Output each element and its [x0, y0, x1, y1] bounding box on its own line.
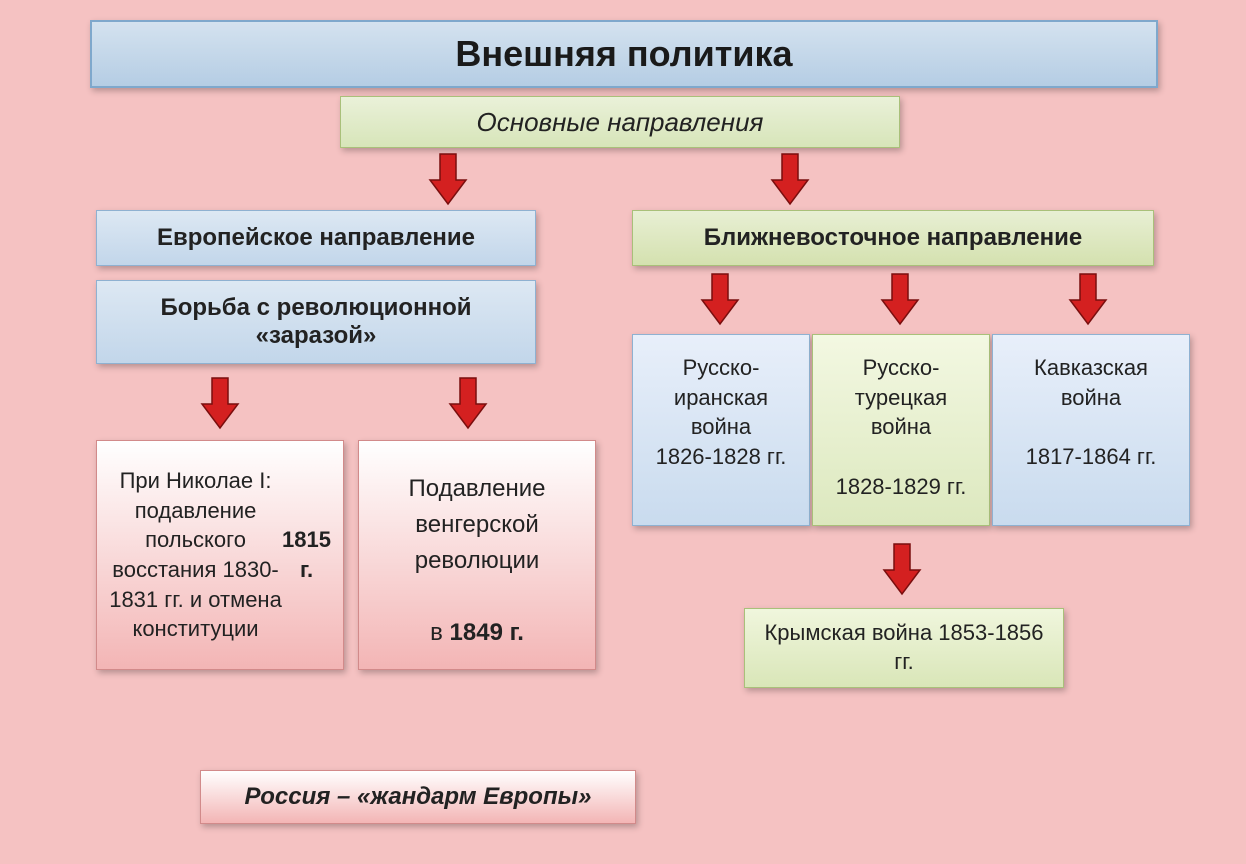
gendarme-text: Россия – «жандарм Европы»	[201, 771, 635, 823]
hungarian-line1: Подавление венгерской революции	[409, 475, 546, 574]
polish-uprising-text: При Николае I: подавление польского восс…	[97, 441, 343, 669]
caucasian-war-text: Кавказская война 1817-1864 гг.	[993, 335, 1189, 525]
russo-turkish-war-text: Русско-турецкая война 1828-1829 гг.	[813, 335, 989, 525]
european-direction-text: Европейское направление	[97, 211, 535, 265]
war-name: Русско-иранская война	[674, 355, 768, 439]
near-east-direction-text: Ближневосточное направление	[633, 211, 1153, 265]
subtitle-text: Основные направления	[341, 97, 899, 147]
gendarme-box: Россия – «жандарм Европы»	[200, 770, 636, 824]
arrow-down-icon	[770, 152, 810, 206]
hungarian-revolution-box: Подавление венгерской революции в 1849 г…	[358, 440, 596, 670]
arrow-down-icon	[200, 376, 240, 430]
war-name: Кавказская война	[1034, 355, 1148, 410]
arrow-down-icon	[448, 376, 488, 430]
crimean-war-text: Крымская война 1853-1856 гг.	[745, 609, 1063, 687]
revolution-struggle-box: Борьба с революционной «заразой»	[96, 280, 536, 364]
hungarian-revolution-text: Подавление венгерской революции в 1849 г…	[359, 441, 595, 669]
war-years: 1817-1864 гг.	[1026, 444, 1157, 469]
russo-iranian-war-text: Русско-иранская война 1826-1828 гг.	[633, 335, 809, 525]
arrow-down-icon	[1068, 272, 1108, 326]
title-box: Внешняя политика	[90, 20, 1158, 88]
arrow-down-icon	[700, 272, 740, 326]
russo-turkish-war-box: Русско-турецкая война 1828-1829 гг.	[812, 334, 990, 526]
near-east-direction-box: Ближневосточное направление	[632, 210, 1154, 266]
war-years: 1826-1828 гг.	[656, 444, 787, 469]
arrow-down-icon	[428, 152, 468, 206]
war-years: 1828-1829 гг.	[836, 474, 967, 499]
revolution-struggle-text: Борьба с революционной «заразой»	[97, 281, 535, 363]
crimean-war-box: Крымская война 1853-1856 гг.	[744, 608, 1064, 688]
arrow-down-icon	[880, 272, 920, 326]
russo-iranian-war-box: Русско-иранская война 1826-1828 гг.	[632, 334, 810, 526]
caucasian-war-box: Кавказская война 1817-1864 гг.	[992, 334, 1190, 526]
polish-uprising-box: При Николае I: подавление польского восс…	[96, 440, 344, 670]
european-direction-box: Европейское направление	[96, 210, 536, 266]
subtitle-box: Основные направления	[340, 96, 900, 148]
title-text: Внешняя политика	[92, 22, 1156, 86]
war-name: Русско-турецкая война	[855, 355, 947, 439]
arrow-down-icon	[882, 542, 922, 596]
